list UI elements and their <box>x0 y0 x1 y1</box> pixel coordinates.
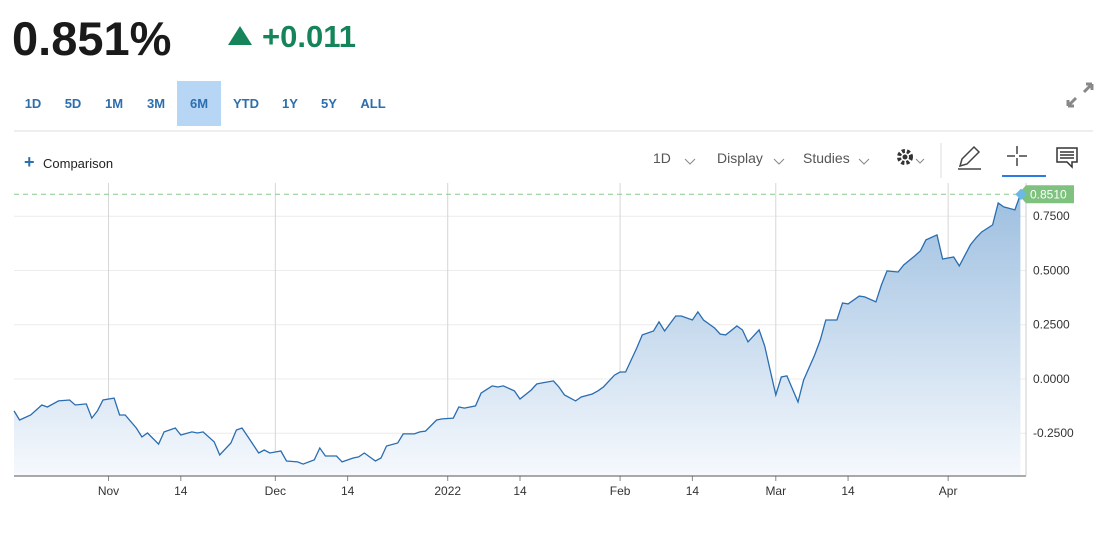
range-button[interactable]: ALL <box>360 96 385 111</box>
x-tick-label: 14 <box>686 484 700 498</box>
plus-icon[interactable]: + <box>24 152 35 172</box>
x-tick-label: 14 <box>341 484 355 498</box>
range-button[interactable]: 1D <box>25 96 42 111</box>
y-tick-label: -0.2500 <box>1033 426 1074 440</box>
x-tick-label: Dec <box>265 484 286 498</box>
current-label: 0.8510 <box>1030 187 1067 201</box>
x-tick-label: 14 <box>841 484 855 498</box>
x-tick-label: 14 <box>513 484 527 498</box>
draw-icon[interactable] <box>958 145 981 170</box>
studies-button[interactable]: Studies <box>803 150 850 166</box>
range-button[interactable]: 3M <box>147 96 165 111</box>
x-tick-label: Mar <box>765 484 786 498</box>
range-bar: 1D 5D 1M 3M 6M YTD 1Y 5Y ALL <box>25 81 386 126</box>
y-tick-label: 0.2500 <box>1033 318 1070 332</box>
range-highlight <box>177 81 221 126</box>
expand-icon[interactable] <box>1066 82 1094 108</box>
range-button[interactable]: 5Y <box>321 96 337 111</box>
x-tick-label: 14 <box>174 484 188 498</box>
chevron <box>773 158 785 165</box>
range-button[interactable]: 5D <box>65 96 82 111</box>
x-tick-label: 2022 <box>434 484 461 498</box>
crosshair-icon[interactable] <box>1007 146 1027 166</box>
range-button[interactable]: 1Y <box>282 96 298 111</box>
y-tick-label: 0.7500 <box>1033 209 1070 223</box>
up-arrow <box>228 26 252 45</box>
area <box>14 194 1021 477</box>
interval-button[interactable]: 1D <box>653 150 671 166</box>
price-change: +0.011 <box>262 19 356 54</box>
range-button[interactable]: 6M <box>190 96 208 111</box>
settings-icon[interactable] <box>897 149 925 165</box>
x-tick-label: Apr <box>939 484 958 498</box>
x-tick-label: Feb <box>610 484 631 498</box>
comment-icon[interactable] <box>1056 147 1078 169</box>
y-tick-label: 0.5000 <box>1033 263 1070 277</box>
range-button[interactable]: YTD <box>233 96 259 111</box>
line <box>13 194 1022 465</box>
display-button[interactable]: Display <box>717 150 763 166</box>
range-button[interactable]: 1M <box>105 96 123 111</box>
comparison-button[interactable]: Comparison <box>43 156 113 171</box>
current-badge <box>1018 185 1074 204</box>
x-tick-label: Nov <box>98 484 119 498</box>
current-marker <box>1015 188 1027 200</box>
chevron <box>684 158 696 165</box>
price: 0.851% <box>12 12 171 65</box>
chevron <box>858 158 870 165</box>
y-tick-label: 0.0000 <box>1033 372 1070 386</box>
plot: -0.2500 0.0000 0.2500 0.5000 0.7500 Nov 14 Dec 1… <box>13 183 1074 498</box>
